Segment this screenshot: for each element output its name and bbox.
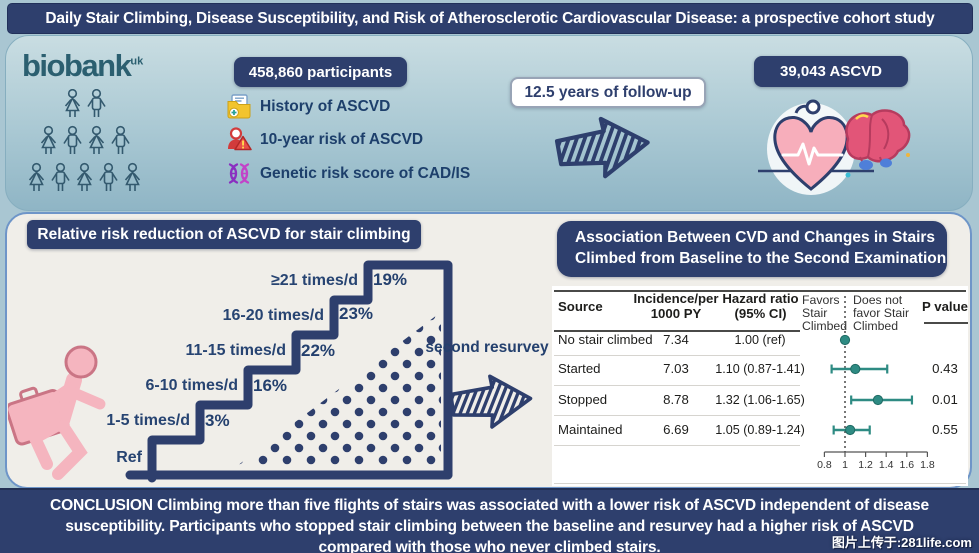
- arrow-right-icon: [554, 114, 651, 181]
- col-header-incidence: Incidence/per 1000 PY: [633, 291, 719, 321]
- outcome-badge: 39,043 ASCVD: [754, 56, 908, 87]
- forest-legend-favors: Favors Stair Climbed: [802, 293, 848, 333]
- outcome-count: 39,043 ASCVD: [780, 63, 882, 80]
- climbing-person-illustration: [8, 345, 106, 480]
- table-cell: 6.69: [663, 422, 689, 437]
- person-icon: [40, 125, 57, 155]
- table-cell: No stair climbed: [558, 332, 653, 347]
- cohort-panel: biobankuk 458,860 participants: [5, 35, 973, 211]
- page-title: Daily Stair Climbing, Disease Susceptibi…: [45, 9, 935, 27]
- axis-tick-label: 1: [842, 459, 848, 471]
- resurvey-text: second resurvey: [425, 339, 549, 356]
- hr-point: [839, 334, 851, 346]
- person-icon: [28, 162, 45, 192]
- table-cell: 0.43: [932, 361, 958, 376]
- dna-icon: [228, 163, 250, 184]
- table-cell: 8.78: [663, 392, 689, 407]
- followup-label: 12.5 years of follow-up: [524, 83, 692, 101]
- table-cell: Started: [558, 361, 601, 376]
- logo-text: biobank: [22, 48, 132, 83]
- risk-item-genetic: Genetic risk score of CAD/IS: [226, 161, 470, 186]
- table-bottom-rule: [554, 483, 966, 484]
- table-cell: 7.03: [663, 361, 689, 376]
- dots-pattern: [237, 312, 441, 466]
- person-icon: [76, 162, 93, 192]
- row-separator: [554, 385, 800, 386]
- association-title-line2: Climbed from Baseline to the Second Exam…: [575, 250, 947, 267]
- resurvey-label: second resurvey: [421, 339, 553, 357]
- table-cell: 1.00 (ref): [734, 333, 786, 347]
- conclusion-text: CONCLUSION Climbing more than five fligh…: [50, 497, 929, 553]
- risk-item-10year: 10-year risk of ASCVD: [226, 127, 423, 152]
- forest-legend-not-favors: Does not favor Stair Climbed: [853, 293, 910, 333]
- uk-biobank-logo: biobankuk: [22, 48, 143, 84]
- association-panel-header: Association Between CVD and Changes in S…: [557, 221, 947, 277]
- axis-tick-label: 0.8: [817, 459, 832, 471]
- row-separator: [554, 355, 800, 356]
- risk-item-history: History of ASCVD: [226, 94, 390, 119]
- folder-plus-icon: [227, 94, 251, 119]
- arrow-right-icon: [448, 373, 533, 430]
- risk-item-label: 10-year risk of ASCVD: [260, 130, 424, 148]
- col-header-source: Source: [558, 299, 603, 314]
- population-pyramid-icon: [28, 89, 141, 192]
- axis-tick-label: 1.8: [920, 459, 935, 471]
- title-banner: Daily Stair Climbing, Disease Susceptibi…: [7, 3, 973, 34]
- person-icon: [87, 89, 106, 118]
- table-cell: 1.32 (1.06-1.65): [715, 393, 805, 407]
- table-cell: Maintained: [558, 422, 623, 437]
- forest-plot: 0.8 1 1.2 1.4 1.6 1.8: [817, 296, 935, 471]
- conclusion-bar: CONCLUSION Climbing more than five fligh…: [0, 488, 979, 553]
- table-cell: 7.34: [663, 332, 689, 347]
- axis-tick-label: 1.4: [879, 459, 894, 471]
- table-header-rule: [554, 330, 800, 332]
- risk-item-label: Genetic risk score of CAD/IS: [260, 164, 471, 182]
- watermark: 图片上传于:281life.com: [831, 535, 972, 550]
- logo-sup: uk: [130, 55, 144, 68]
- col-header-hazard: Hazard ratio (95% CI): [722, 291, 799, 321]
- person-icon: [111, 125, 130, 155]
- stair-outline: [147, 260, 453, 483]
- risk-item-label: History of ASCVD: [260, 97, 391, 115]
- stair-chart-header: Relative risk reduction of ASCVD for sta…: [27, 220, 421, 249]
- table-cell: 1.10 (0.87-1.41): [715, 362, 805, 376]
- row-separator: [554, 415, 800, 416]
- participants-badge: 458,860 participants: [234, 57, 407, 87]
- stair-chart-title: Relative risk reduction of ASCVD for sta…: [37, 225, 411, 243]
- staircase-chart: [125, 260, 453, 483]
- person-icon: [88, 125, 105, 155]
- table-cell: Stopped: [558, 392, 608, 407]
- col-header-pvalue: P value: [922, 299, 968, 314]
- hr-point: [872, 394, 884, 406]
- table-cell: 1.05 (0.89-1.24): [715, 423, 805, 437]
- hr-point: [850, 363, 861, 375]
- association-table: Source Incidence/per 1000 PY Hazard rati…: [552, 286, 968, 486]
- person-icon: [64, 89, 81, 118]
- person-warning-icon: [228, 127, 252, 151]
- person-icon: [63, 125, 82, 155]
- heart-brain-illustration: [758, 99, 911, 195]
- followup-badge: 12.5 years of follow-up: [510, 77, 706, 108]
- hr-point: [845, 424, 856, 436]
- participants-count: 458,860 participants: [248, 63, 393, 81]
- association-title-line1: Association Between CVD and Changes in S…: [575, 229, 936, 247]
- person-icon: [124, 162, 141, 192]
- pvalue-header-rule: [924, 322, 968, 324]
- person-icon: [99, 162, 118, 192]
- table-top-rule: [554, 290, 966, 292]
- axis-tick-label: 1.2: [858, 459, 873, 471]
- person-icon: [51, 162, 70, 192]
- axis-tick-label: 1.6: [899, 459, 914, 471]
- row-separator: [554, 445, 800, 446]
- brain-icon: [845, 109, 911, 178]
- table-cell: 0.01: [932, 392, 958, 407]
- table-cell: 0.55: [932, 422, 958, 437]
